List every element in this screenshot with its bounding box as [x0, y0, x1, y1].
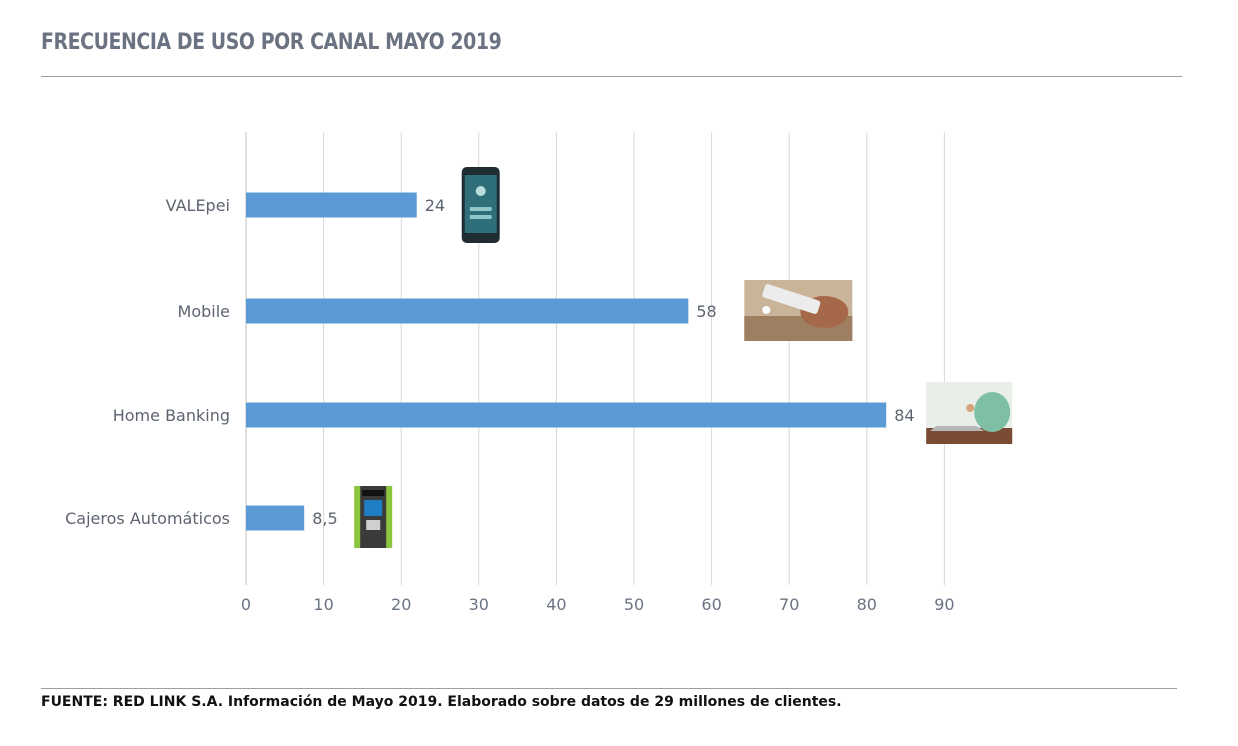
bar: [246, 298, 689, 324]
data-label: 24: [425, 196, 445, 215]
category-label: Home Banking: [113, 406, 230, 425]
category-label: Mobile: [178, 302, 230, 321]
category-label: Cajeros Automáticos: [65, 509, 230, 528]
phone-screen: [464, 175, 497, 233]
x-tick-label: 60: [701, 595, 721, 614]
bar: [246, 402, 887, 428]
x-tick-label: 70: [779, 595, 799, 614]
atm-header: [362, 490, 385, 496]
category-images: [354, 167, 1013, 548]
x-tick-label: 30: [469, 595, 489, 614]
person-shape: [974, 392, 1011, 432]
x-tick-label: 0: [241, 595, 251, 614]
atm-body: [356, 486, 391, 548]
phone-button: [469, 215, 492, 219]
source-divider: [41, 688, 1177, 689]
desk-shape: [926, 428, 1013, 444]
chart-title: FRECUENCIA DE USO POR CANAL MAYO 2019: [41, 30, 502, 55]
source-note: FUENTE: RED LINK S.A. Información de May…: [41, 694, 842, 710]
data-label: 8,5: [312, 509, 337, 528]
x-tick-label: 80: [857, 595, 877, 614]
laptop-banking-photo: [926, 382, 1013, 444]
phone-shape: [762, 284, 821, 314]
labels: 0 10 20 30 40 50 60 70 80 90 VALEpei 24 Mobile 58 Home…: [65, 196, 954, 614]
title-divider: [41, 76, 1182, 77]
atm-screen: [364, 500, 383, 516]
data-label: 58: [696, 302, 716, 321]
bars: [246, 192, 887, 531]
x-tick-label: 40: [546, 595, 566, 614]
bar: [246, 505, 305, 531]
phone-logo: [475, 186, 486, 196]
atm-keypad: [366, 520, 381, 530]
bar: [246, 192, 417, 218]
category-label: VALEpei: [166, 196, 230, 215]
x-tick-label: 20: [391, 595, 411, 614]
light-spot: [762, 306, 771, 314]
x-tick-label: 90: [934, 595, 954, 614]
hand-shape: [966, 404, 975, 412]
x-tick-label: 10: [313, 595, 333, 614]
smartphone-app-icon: [461, 167, 500, 243]
data-label: 84: [894, 406, 914, 425]
atm-trim: [386, 486, 393, 548]
atm-trim: [354, 486, 361, 548]
laptop-shape: [930, 426, 985, 431]
x-tick-label: 50: [624, 595, 644, 614]
phone-button: [469, 207, 492, 211]
hand-holding-phone-photo: [744, 280, 853, 341]
atm-machine-icon: [354, 486, 393, 548]
